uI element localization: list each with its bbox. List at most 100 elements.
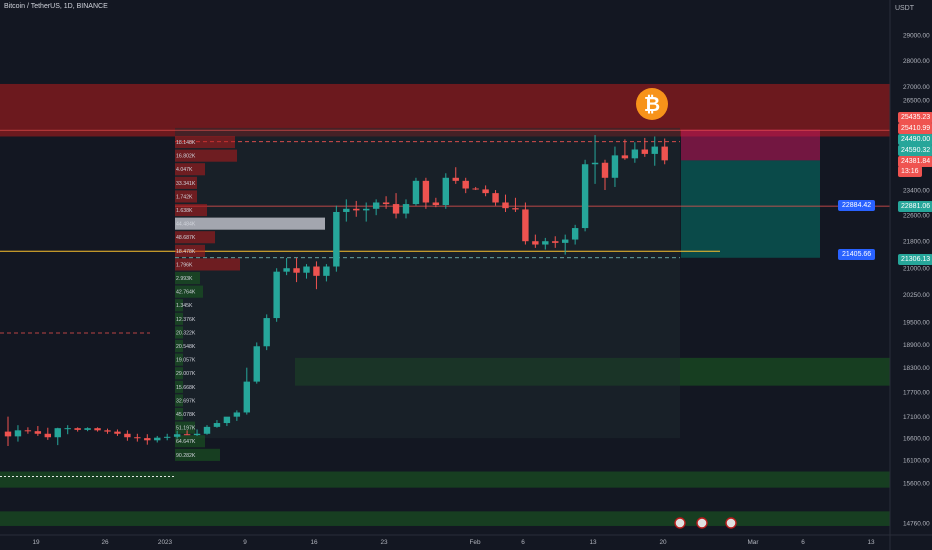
candle-body — [293, 268, 300, 273]
candle-body — [203, 426, 211, 434]
candle-body — [4, 431, 12, 437]
volume-profile-label: 33.341K — [176, 181, 196, 187]
volume-profile-label: 12.376K — [176, 317, 196, 323]
candle-body — [44, 433, 51, 438]
candle-body — [104, 430, 111, 432]
take-profit-zone — [681, 160, 820, 258]
volume-profile-bar — [175, 149, 237, 162]
candle-body — [283, 268, 290, 272]
candle-body — [353, 208, 360, 211]
candle-body — [253, 346, 260, 382]
volume-profile-label: 32.697K — [176, 398, 196, 404]
price-tick-label: 21000.00 — [903, 266, 930, 273]
candle-body — [472, 188, 479, 190]
volume-profile-label: 2.993K — [176, 276, 193, 282]
candle-body — [382, 202, 390, 205]
volume-profile-label: 45.078K — [176, 412, 196, 418]
time-tick-label: Feb — [469, 539, 480, 546]
currency-label: USDT — [894, 5, 914, 12]
price-tick-label: 27000.00 — [903, 84, 930, 91]
price-tick-label: 16600.00 — [903, 436, 930, 443]
candle-body — [74, 428, 81, 430]
candle-body — [363, 208, 370, 211]
volume-profile-label: 20.548K — [176, 344, 196, 350]
candle-body — [442, 177, 449, 206]
candle-body — [94, 428, 101, 431]
price-tag-upper-1: 25435.23 — [898, 112, 932, 123]
candle-body — [223, 416, 231, 424]
candle-body — [482, 189, 489, 194]
price-tick-label: 19500.00 — [903, 319, 930, 326]
time-tick-label: 9 — [243, 539, 247, 546]
time-tick-label: 13 — [589, 539, 597, 546]
volume-profile-label: 90.282K — [176, 453, 196, 459]
price-tick-label: 18900.00 — [903, 342, 930, 349]
candle-body — [651, 146, 658, 154]
price-tick-label: 28000.00 — [903, 58, 930, 65]
candle-body — [154, 437, 161, 441]
time-tick-label: 26 — [101, 539, 109, 546]
time-tick-label: 19 — [32, 539, 40, 546]
time-tick-label: 20 — [659, 539, 667, 546]
candle-body — [452, 177, 459, 181]
candle-body — [591, 162, 599, 165]
time-tick-label: Mar — [747, 539, 759, 546]
candle-body — [552, 241, 559, 243]
price-tag-level-mid: 22881.06 — [898, 201, 932, 212]
candle-body — [34, 431, 42, 434]
price-tag-level-low: 21306.13 — [898, 254, 932, 265]
candle-body — [512, 208, 519, 210]
price-tick-label: 17700.00 — [903, 389, 930, 396]
volume-profile-label: 18.478K — [176, 249, 196, 255]
volume-profile-bar — [175, 136, 235, 149]
volume-profile-bar — [175, 217, 325, 230]
candle-body — [243, 381, 250, 413]
level-bubble-21405[interactable]: 21405.66 — [838, 249, 876, 260]
candle-body — [273, 271, 280, 319]
volume-profile-label: 4.047K — [176, 167, 193, 173]
candle-body — [502, 202, 509, 209]
volume-profile-bar — [175, 204, 207, 217]
candle-body — [402, 204, 410, 214]
candle-body — [432, 202, 440, 206]
candle-body — [173, 434, 181, 437]
candle-body — [193, 433, 201, 436]
volume-profile-bar — [175, 367, 183, 380]
candle-body — [532, 241, 539, 245]
volume-profile-bar — [175, 258, 240, 271]
volume-profile-label: 44.484K — [176, 222, 196, 228]
time-tick-label: 16 — [310, 539, 318, 546]
level-bubble-22884[interactable]: 22884.42 — [838, 200, 876, 211]
volume-profile-label: 20.322K — [176, 330, 196, 336]
volume-profile-label: 16.802K — [176, 154, 196, 160]
volume-profile-bar — [175, 421, 195, 434]
time-tick-label: 13 — [867, 539, 875, 546]
price-tag-current-high: 24490.00 — [898, 134, 932, 145]
candle-body — [581, 164, 589, 229]
candle-body — [213, 423, 221, 427]
time-tick-label: 6 — [801, 539, 805, 546]
candle-body — [611, 155, 619, 178]
candle-body — [313, 266, 320, 276]
price-tick-label: 26500.00 — [903, 98, 930, 105]
price-tick-label: 15600.00 — [903, 481, 930, 488]
price-tick-label: 16100.00 — [903, 458, 930, 465]
candle-body — [661, 146, 668, 161]
resistance-zone — [0, 83, 890, 137]
volume-profile-bar — [175, 163, 205, 176]
candle-body — [372, 202, 380, 209]
candle-body — [601, 162, 609, 178]
candle-body — [14, 430, 22, 437]
candle-body — [263, 318, 270, 347]
volume-profile-bar — [175, 326, 183, 339]
price-tick-label: 22600.00 — [903, 213, 930, 220]
chart-title: Bitcoin / TetherUS, 1D, BINANCE — [4, 3, 108, 10]
candle-body — [562, 239, 569, 243]
candle-body — [64, 428, 71, 430]
candle-body — [333, 211, 340, 267]
time-tick-label: 2023 — [158, 539, 173, 546]
volume-profile-bar — [175, 299, 183, 312]
us-flag-event-icon — [725, 517, 737, 529]
volume-profile-label: 19.057K — [176, 358, 196, 364]
